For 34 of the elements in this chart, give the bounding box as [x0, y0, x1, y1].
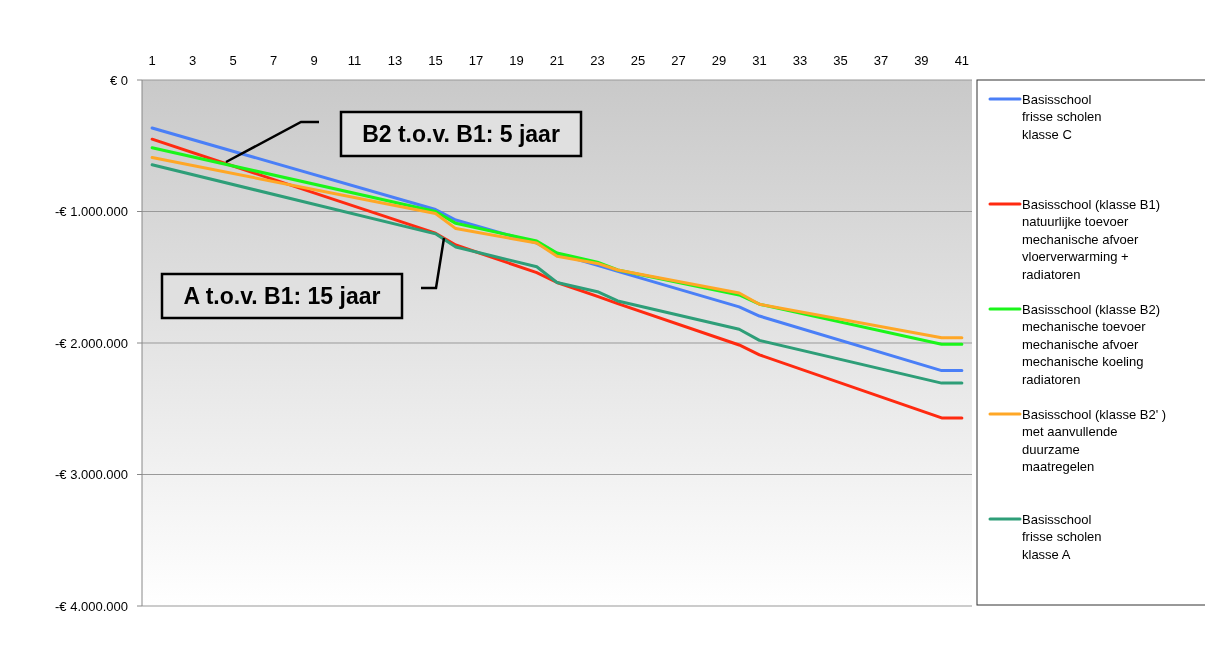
annotation: B2 t.o.v. B1: 5 jaar [362, 121, 560, 148]
x-tick-label: 29 [711, 53, 727, 68]
legend-label: Basisschool (klasse B2) mechanische toevoer mechanische afvoer mechanische koeling radiatoren [1022, 301, 1160, 387]
y-tick-label: € 0 [109, 72, 128, 88]
x-tick-label: 25 [630, 53, 646, 68]
x-tick-label: 31 [752, 53, 767, 68]
y-tick-label: -€ 2.000.000 [54, 335, 128, 351]
x-tick-label: 15 [428, 53, 443, 68]
x-tick-label: 21 [549, 53, 565, 68]
legend-label: Basisschool (klasse B2' ) met aanvullende duurzame maatregelen [1022, 406, 1167, 475]
x-tick-label: 17 [468, 53, 484, 68]
x-tick-label: 9 [310, 53, 318, 68]
x-tick-label: 33 [792, 53, 808, 68]
y-tick-label: -€ 4.000.000 [54, 598, 128, 614]
x-tick-label: 5 [229, 53, 237, 68]
legend-label: Basisschool frisse scholen klasse A [1022, 511, 1102, 562]
x-tick-label: 37 [873, 53, 889, 68]
line-series [150, 163, 964, 385]
y-tick-label: -€ 1.000.000 [54, 204, 128, 220]
x-tick-label: 19 [509, 53, 524, 68]
x-tick-label: 1 [148, 53, 156, 68]
x-tick-label: 39 [914, 53, 929, 68]
y-tick-label: -€ 3.000.000 [54, 467, 128, 483]
legend-label: Basisschool (klasse B1) natuurlijke toevoer mechanische afvoer vloerverwarming + radiatoren [1022, 196, 1160, 282]
x-tick-label: 41 [954, 53, 970, 68]
x-tick-label: 27 [671, 53, 686, 68]
x-tick-label: 3 [188, 53, 197, 68]
x-tick-label: 13 [387, 53, 403, 68]
legend-label: Basisschool frisse scholen klasse C [1022, 91, 1102, 142]
x-tick-label: 11 [347, 53, 362, 68]
x-tick-label: 7 [269, 53, 278, 68]
annotation: A t.o.v. B1: 15 jaar [183, 283, 381, 310]
x-tick-label: 35 [833, 53, 848, 68]
x-tick-label: 23 [590, 53, 605, 68]
